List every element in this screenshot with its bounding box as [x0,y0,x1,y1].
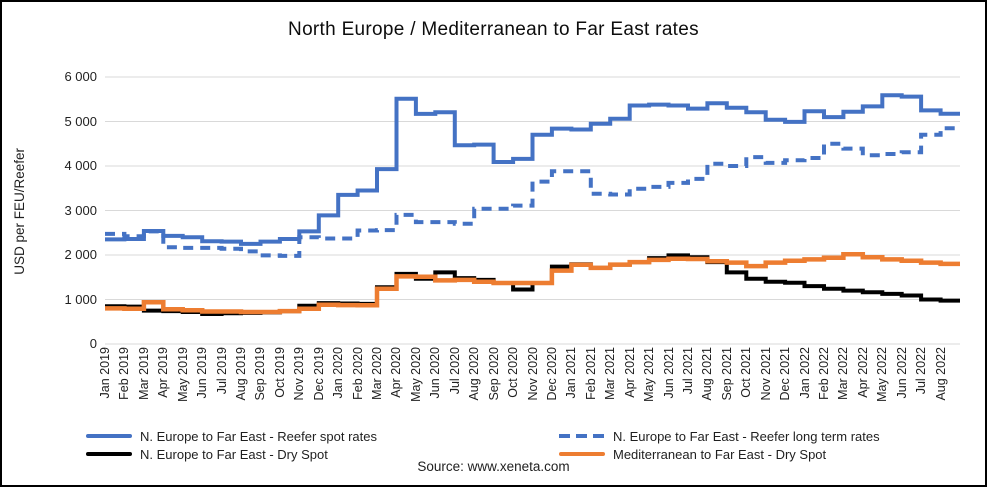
x-tick-label: Feb 2022 [816,347,831,400]
legend-line-reefer-long-term [559,434,605,438]
x-tick-label: Jul 2019 [214,347,229,395]
x-tick-label: Jul 2020 [447,347,462,395]
x-tick-label: Jan 2022 [797,347,812,399]
x-tick-label: Sep 2021 [719,347,734,401]
x-tick-label: Feb 2019 [117,347,132,400]
x-tick-label: Mar 2022 [836,347,851,400]
x-tick-label: Mar 2019 [136,347,151,400]
x-tick-label: Mar 2020 [370,347,385,400]
y-tick-label: 1 000 [64,291,97,307]
legend-label-reefer-spot: N. Europe to Far East - Reefer spot rate… [140,428,377,444]
x-tick-label: Nov 2020 [525,347,540,401]
x-tick-label: Aug 2022 [933,347,948,401]
x-tick-label: Aug 2019 [234,347,249,401]
legend-item-med-dry-spot: Mediterranean to Far East - Dry Spot [559,446,827,462]
x-tick-label: Jun 2021 [661,347,676,399]
x-tick-label: Jun 2019 [195,347,210,399]
y-tick-label: 5 000 [64,113,97,129]
x-tick-label: Aug 2021 [700,347,715,401]
series-line-1 [105,126,960,258]
y-tick-label: 3 000 [64,202,97,218]
x-tick-label: Dec 2020 [544,347,559,401]
x-tick-label: Jan 2021 [564,347,579,399]
x-tick-label: Jun 2020 [428,347,443,399]
y-tick-label: 2 000 [64,247,97,262]
x-tick-label: Apr 2021 [622,347,637,398]
x-tick-label: Jan 2019 [98,347,112,399]
legend-line-med-dry-spot [559,452,605,456]
source-text: Source: www.xeneta.com [417,459,570,474]
legend-label-reefer-long-term: N. Europe to Far East - Reefer long term… [613,428,880,444]
series-line-3 [105,252,960,315]
x-tick-label: May 2021 [642,347,657,402]
y-tick-label: 6 000 [64,69,97,84]
x-tick-label: Mar 2021 [603,347,618,400]
legend-line-ne-dry-spot [86,452,132,456]
legend-item-reefer-spot: N. Europe to Far East - Reefer spot rate… [86,428,377,444]
y-axis-title: USD per FEU/Reefer [12,148,27,275]
x-tick-label: Dec 2019 [311,347,326,401]
x-tick-label: Apr 2020 [389,347,404,398]
legend-item-reefer-long-term: N. Europe to Far East - Reefer long term… [559,428,880,444]
x-tick-label: May 2020 [408,347,423,402]
legend-line-reefer-spot [86,434,132,438]
x-tick-label: Sep 2020 [486,347,501,401]
y-tick-label: 0 [89,336,97,351]
chart-title: North Europe / Mediterranean to Far East… [288,19,699,40]
legend-label-med-dry-spot: Mediterranean to Far East - Dry Spot [613,446,827,462]
x-tick-label: Dec 2021 [778,347,793,401]
x-tick-label: Oct 2021 [739,347,754,398]
x-tick-label: May 2019 [175,347,190,402]
x-tick-label: Sep 2019 [253,347,268,401]
legend-label-ne-dry-spot: N. Europe to Far East - Dry Spot [140,446,328,462]
legend-item-ne-dry-spot: N. Europe to Far East - Dry Spot [86,446,328,462]
y-tick-label: 4 000 [64,158,97,173]
x-tick-label: Nov 2019 [292,347,307,401]
x-tick-label: Apr 2019 [156,347,171,398]
x-tick-label: Jul 2021 [680,347,695,395]
x-tick-label: Feb 2020 [350,347,365,400]
x-tick-label: Aug 2020 [467,347,482,401]
x-tick-label: Jun 2022 [894,347,909,399]
x-tick-label: Jul 2022 [914,347,929,395]
x-tick-label: Apr 2022 [855,347,870,398]
x-tick-label: Nov 2021 [758,347,773,401]
x-tick-label: Oct 2019 [272,347,287,398]
x-tick-label: Feb 2021 [583,347,598,400]
series-line-0 [105,93,960,246]
x-tick-label: Jan 2020 [331,347,346,399]
x-tick-label: Oct 2020 [506,347,521,398]
x-tick-label: May 2022 [875,347,890,402]
